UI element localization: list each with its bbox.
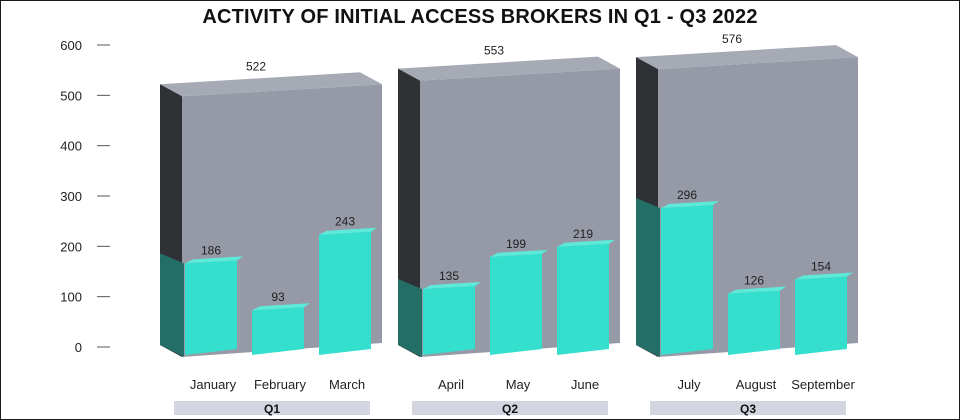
month-bar: [728, 290, 780, 355]
total-bar-top: [160, 72, 382, 97]
month-value-label: 154: [811, 259, 831, 273]
month-bar-top: [252, 303, 310, 311]
month-category-label: June: [571, 377, 599, 392]
month-bar: [795, 276, 847, 355]
month-bar-top: [490, 249, 548, 257]
quarter-band: [650, 401, 846, 415]
month-bar-top: [661, 201, 719, 209]
month-value-label: 186: [201, 243, 221, 257]
month-bar-top: [319, 227, 377, 235]
quarter-band: [412, 401, 608, 415]
month-bar-top: [795, 272, 853, 280]
month-category-label: September: [791, 377, 855, 392]
month-bar-side: [398, 279, 422, 357]
month-category-label: March: [329, 377, 365, 392]
quarter-band: [174, 401, 370, 415]
quarter-label: Q3: [740, 402, 756, 416]
y-tick-label: 0: [75, 340, 82, 355]
month-bar-top: [728, 286, 786, 294]
month-bar: [252, 307, 304, 355]
month-value-label: 243: [335, 215, 355, 229]
month-bar: [661, 205, 713, 355]
y-tick-label: 400: [60, 139, 82, 154]
month-bar: [557, 243, 609, 355]
quarter-group-q1: 522 186 January 93 February 243 March Q1: [160, 59, 382, 416]
quarter-label: Q1: [264, 402, 280, 416]
total-value-label: 522: [246, 59, 266, 73]
month-bar: [423, 286, 475, 355]
month-category-label: February: [254, 377, 307, 392]
chart-title: ACTIVITY OF INITIAL ACCESS BROKERS IN Q1…: [202, 6, 758, 28]
total-bar-top: [636, 45, 858, 70]
month-category-label: August: [736, 377, 777, 392]
month-category-label: July: [677, 377, 701, 392]
month-value-label: 199: [506, 237, 526, 251]
month-value-label: 126: [744, 274, 764, 288]
month-value-label: 219: [573, 227, 593, 241]
month-category-label: January: [190, 377, 237, 392]
month-category-label: May: [506, 377, 531, 392]
month-value-label: 93: [271, 290, 285, 304]
y-tick-label: 500: [60, 88, 82, 103]
quarter-group-q3: 576 296 July 126 August 154 September Q3: [636, 32, 858, 416]
total-bar-top: [398, 56, 620, 81]
month-bar: [185, 260, 237, 355]
month-bar-side: [636, 198, 660, 357]
month-bar: [319, 231, 371, 355]
month-bar-top: [557, 239, 615, 247]
month-bar-side: [160, 253, 184, 357]
total-value-label: 576: [722, 32, 742, 46]
month-bar: [490, 253, 542, 355]
quarter-group-q2: 553 135 April 199 May 219 June Q2: [398, 44, 620, 416]
y-tick-label: 600: [60, 38, 82, 53]
month-bar-top: [423, 282, 481, 290]
y-tick-label: 100: [60, 290, 82, 305]
month-bar-top: [185, 256, 243, 264]
total-value-label: 553: [484, 44, 504, 58]
y-tick-label: 200: [60, 239, 82, 254]
quarter-label: Q2: [502, 402, 518, 416]
month-value-label: 135: [439, 269, 459, 283]
y-tick-label: 300: [60, 189, 82, 204]
month-category-label: April: [438, 377, 464, 392]
month-value-label: 296: [677, 188, 697, 202]
